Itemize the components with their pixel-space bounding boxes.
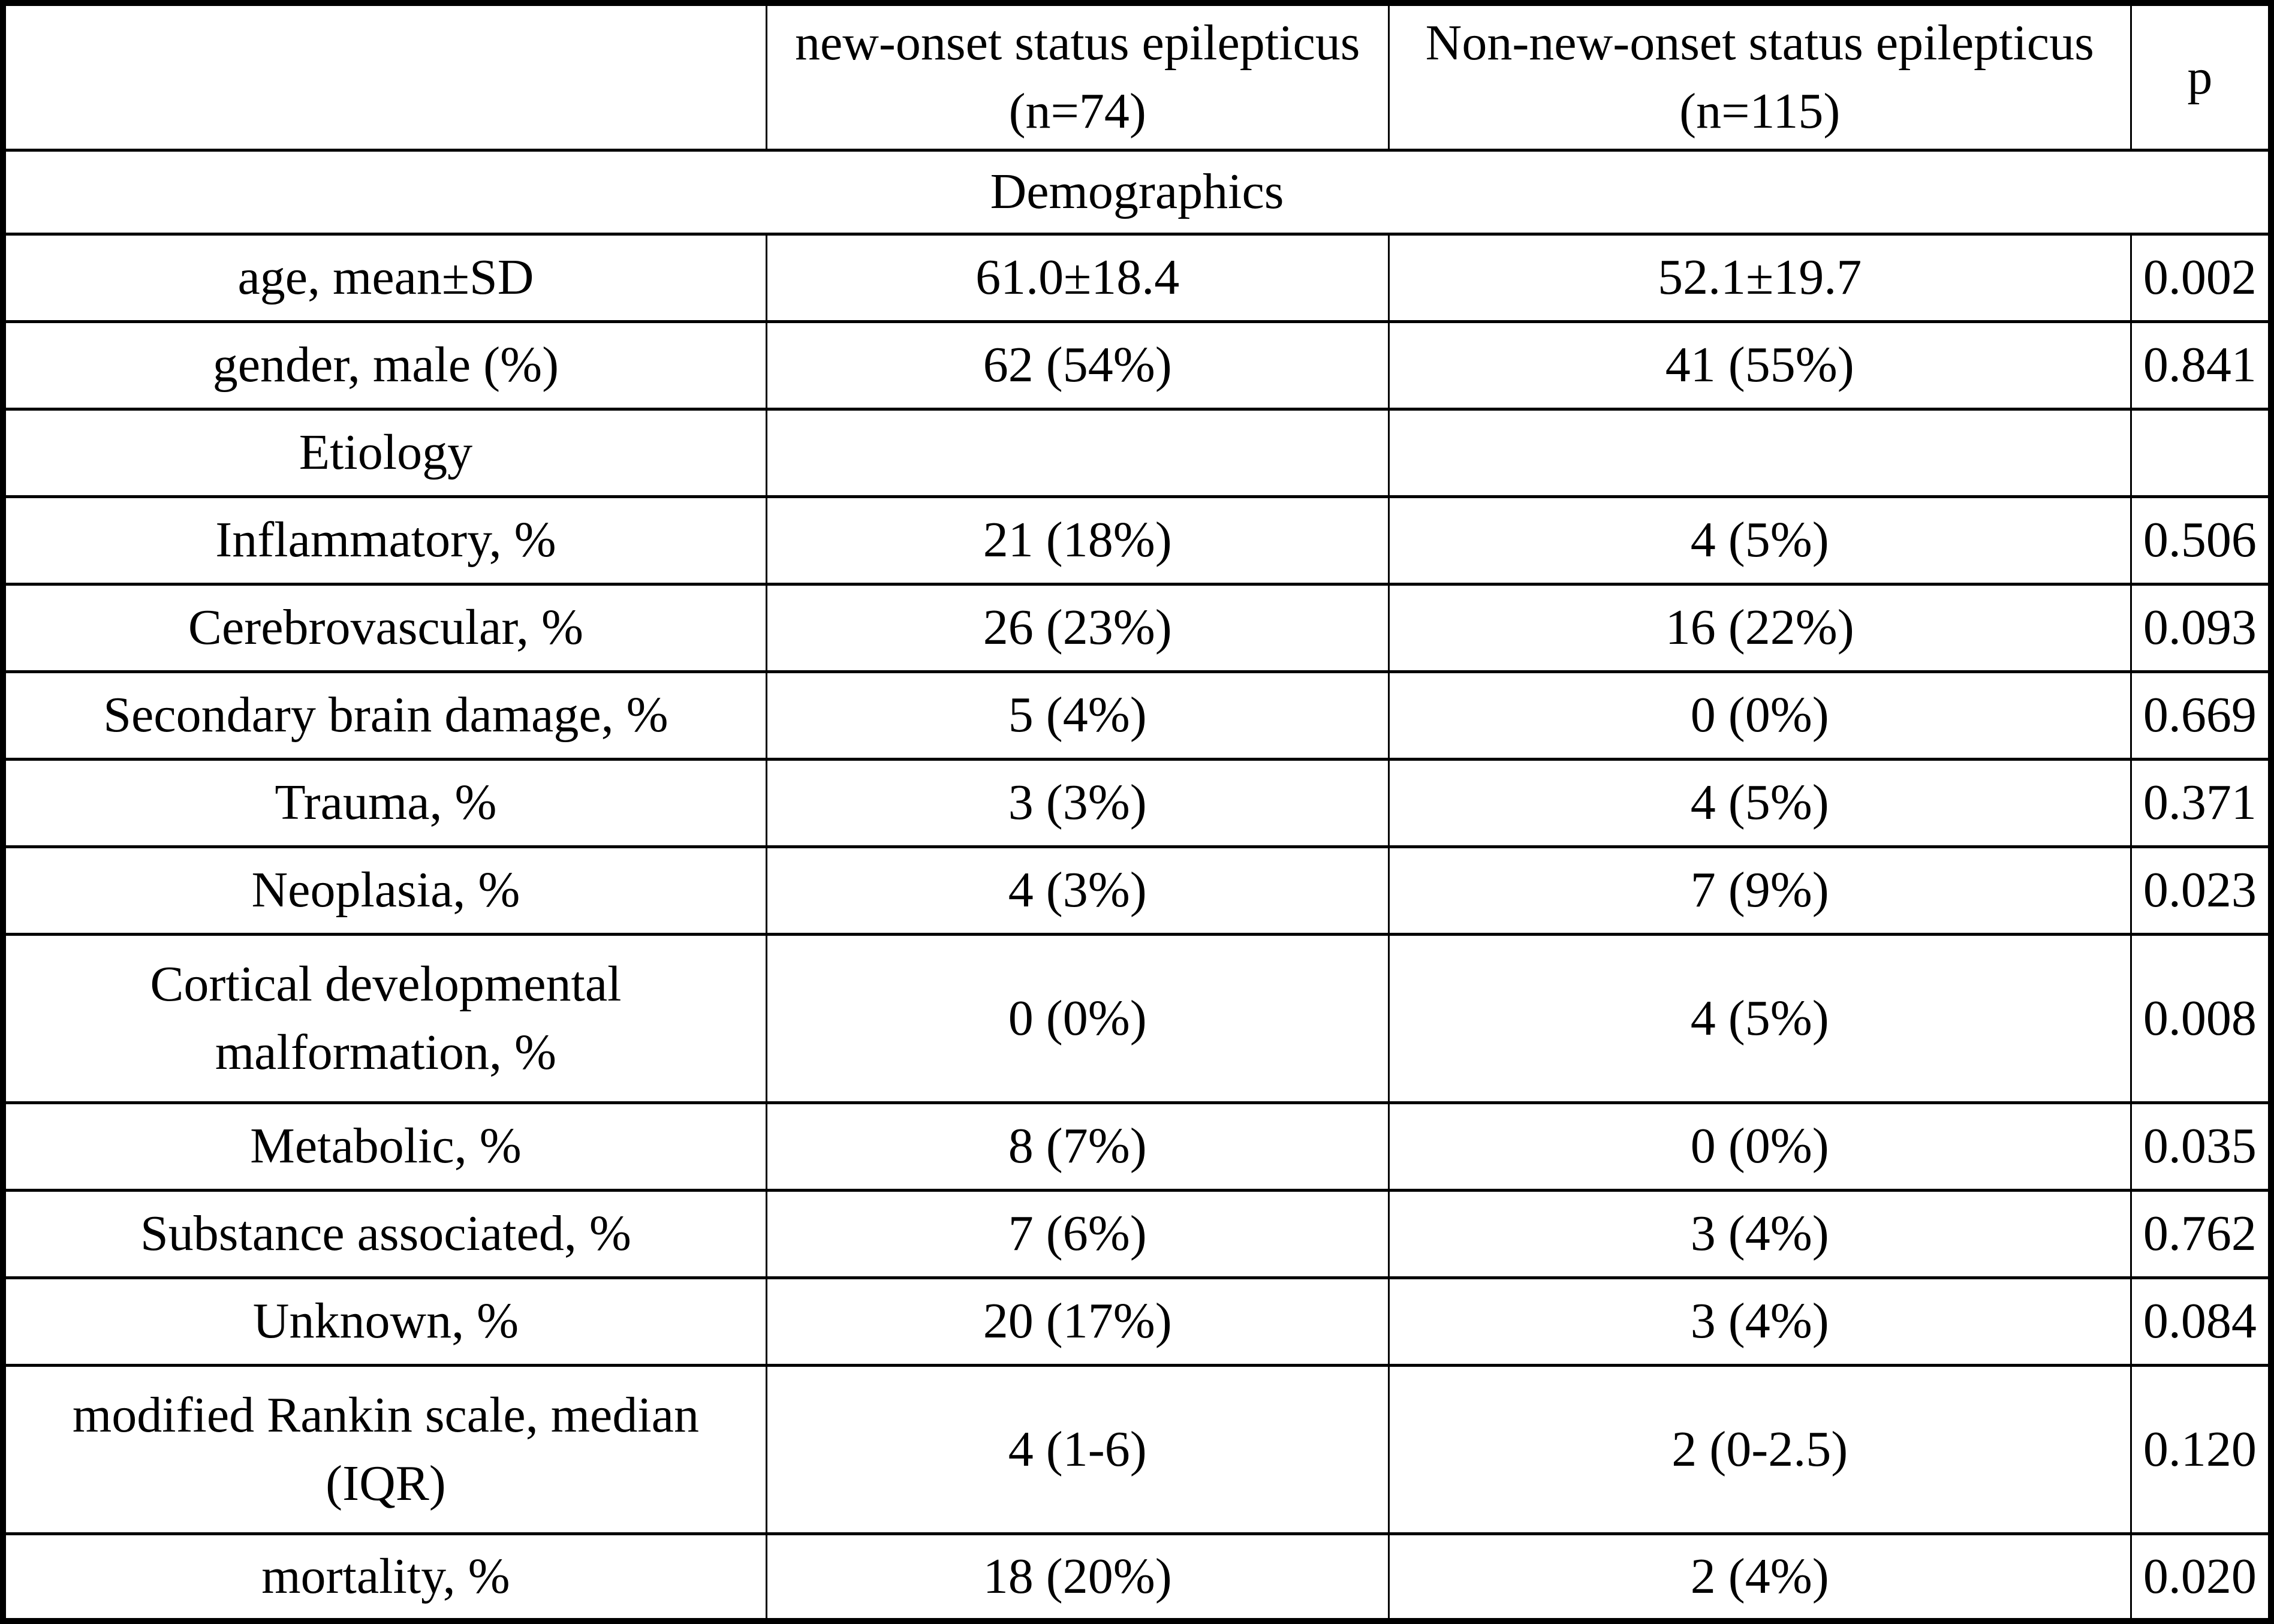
row-label: Etiology bbox=[2, 407, 767, 498]
non-nose-value: 2 (4%) bbox=[1387, 1532, 2132, 1623]
nose-value: 4 (3%) bbox=[765, 845, 1390, 936]
non-nose-value: 7 (9%) bbox=[1387, 845, 2132, 936]
row-label: Inflammatory, % bbox=[2, 495, 767, 586]
table-row-etiology: Etiology bbox=[2, 407, 2272, 498]
header-group-non-nose: Non-new-onset status epilepticus (n=115) bbox=[1387, 1, 2132, 152]
row-label: modified Rankin scale, median (IQR) bbox=[2, 1363, 767, 1535]
nose-value: 8 (7%) bbox=[765, 1101, 1390, 1192]
nose-value: 0 (0%) bbox=[765, 932, 1390, 1104]
non-nose-value: 16 (22%) bbox=[1387, 582, 2132, 673]
p-value: 0.669 bbox=[2130, 670, 2272, 761]
table-row-trauma: Trauma, % 3 (3%) 4 (5%) 0.371 bbox=[2, 757, 2272, 848]
nose-value bbox=[765, 407, 1390, 498]
table-header-row: new-onset status epilepticus (n=74) Non-… bbox=[2, 1, 2272, 152]
p-value: 0.002 bbox=[2130, 232, 2272, 323]
table-row-gender: gender, male (%) 62 (54%) 41 (55%) 0.841 bbox=[2, 320, 2272, 411]
nose-value: 3 (3%) bbox=[765, 757, 1390, 848]
nose-value: 21 (18%) bbox=[765, 495, 1390, 586]
non-nose-value: 3 (4%) bbox=[1387, 1276, 2132, 1367]
p-value bbox=[2130, 407, 2272, 498]
non-nose-value: 2 (0-2.5) bbox=[1387, 1363, 2132, 1535]
non-nose-value: 4 (5%) bbox=[1387, 495, 2132, 586]
row-label: Secondary brain damage, % bbox=[2, 670, 767, 761]
nose-value: 20 (17%) bbox=[765, 1276, 1390, 1367]
table-row-substance-associated: Substance associated, % 7 (6%) 3 (4%) 0.… bbox=[2, 1188, 2272, 1279]
p-value: 0.841 bbox=[2130, 320, 2272, 411]
nose-value: 61.0±18.4 bbox=[765, 232, 1390, 323]
nose-value: 5 (4%) bbox=[765, 670, 1390, 761]
non-nose-value: 0 (0%) bbox=[1387, 670, 2132, 761]
p-value: 0.035 bbox=[2130, 1101, 2272, 1192]
p-value: 0.506 bbox=[2130, 495, 2272, 586]
table-row-unknown: Unknown, % 20 (17%) 3 (4%) 0.084 bbox=[2, 1276, 2272, 1367]
table-row-metabolic: Metabolic, % 8 (7%) 0 (0%) 0.035 bbox=[2, 1101, 2272, 1192]
non-nose-value: 4 (5%) bbox=[1387, 757, 2132, 848]
non-nose-value bbox=[1387, 407, 2132, 498]
row-label: Neoplasia, % bbox=[2, 845, 767, 936]
row-label: Cortical developmental malformation, % bbox=[2, 932, 767, 1104]
p-value: 0.084 bbox=[2130, 1276, 2272, 1367]
nose-value: 4 (1-6) bbox=[765, 1363, 1390, 1535]
p-value: 0.008 bbox=[2130, 932, 2272, 1104]
row-label: Metabolic, % bbox=[2, 1101, 767, 1192]
row-label: age, mean±SD bbox=[2, 232, 767, 323]
table-row-neoplasia: Neoplasia, % 4 (3%) 7 (9%) 0.023 bbox=[2, 845, 2272, 936]
table-row-mortality: mortality, % 18 (20%) 2 (4%) 0.020 bbox=[2, 1532, 2272, 1623]
p-value: 0.762 bbox=[2130, 1188, 2272, 1279]
p-value: 0.023 bbox=[2130, 845, 2272, 936]
non-nose-value: 52.1±19.7 bbox=[1387, 232, 2132, 323]
header-empty-cell bbox=[2, 1, 767, 152]
nose-value: 7 (6%) bbox=[765, 1188, 1390, 1279]
row-label: Unknown, % bbox=[2, 1276, 767, 1367]
nose-value: 62 (54%) bbox=[765, 320, 1390, 411]
row-label: gender, male (%) bbox=[2, 320, 767, 411]
section-row-demographics: Demographics bbox=[2, 148, 2272, 236]
row-label: Substance associated, % bbox=[2, 1188, 767, 1279]
non-nose-value: 41 (55%) bbox=[1387, 320, 2132, 411]
row-label: Cerebrovascular, % bbox=[2, 582, 767, 673]
row-label: Trauma, % bbox=[2, 757, 767, 848]
p-value: 0.020 bbox=[2130, 1532, 2272, 1623]
nose-value: 18 (20%) bbox=[765, 1532, 1390, 1623]
p-value: 0.371 bbox=[2130, 757, 2272, 848]
row-label: mortality, % bbox=[2, 1532, 767, 1623]
non-nose-value: 4 (5%) bbox=[1387, 932, 2132, 1104]
header-p-column: p bbox=[2130, 1, 2272, 152]
table-row-modified-rankin: modified Rankin scale, median (IQR) 4 (1… bbox=[2, 1363, 2272, 1535]
non-nose-value: 3 (4%) bbox=[1387, 1188, 2132, 1279]
table-row-secondary-brain-damage: Secondary brain damage, % 5 (4%) 0 (0%) … bbox=[2, 670, 2272, 761]
nose-value: 26 (23%) bbox=[765, 582, 1390, 673]
p-value: 0.093 bbox=[2130, 582, 2272, 673]
p-value: 0.120 bbox=[2130, 1363, 2272, 1535]
table-row-cerebrovascular: Cerebrovascular, % 26 (23%) 16 (22%) 0.0… bbox=[2, 582, 2272, 673]
table-row-cortical-malformation: Cortical developmental malformation, % 0… bbox=[2, 932, 2272, 1104]
table-row-inflammatory: Inflammatory, % 21 (18%) 4 (5%) 0.506 bbox=[2, 495, 2272, 586]
section-label: Demographics bbox=[2, 148, 2272, 236]
header-group-nose: new-onset status epilepticus (n=74) bbox=[765, 1, 1390, 152]
non-nose-value: 0 (0%) bbox=[1387, 1101, 2132, 1192]
table-row-age: age, mean±SD 61.0±18.4 52.1±19.7 0.002 bbox=[2, 232, 2272, 323]
